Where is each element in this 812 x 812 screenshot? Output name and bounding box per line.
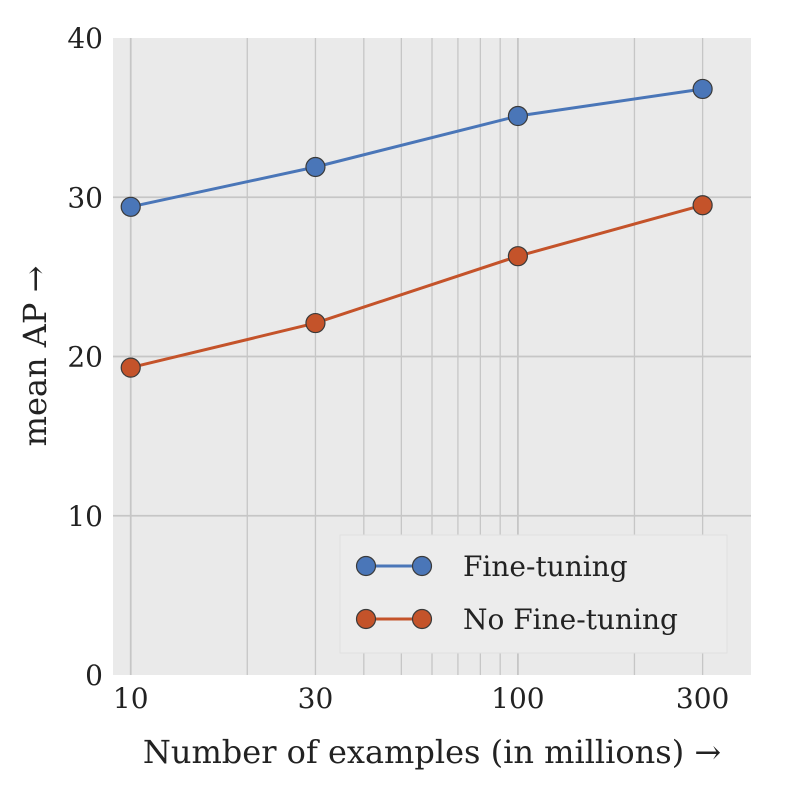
data-point — [305, 312, 326, 334]
y-axis-label: mean AP → — [16, 266, 54, 447]
legend-item-no-fine-tuning: No Fine-tuning — [355, 603, 678, 636]
series-line — [130, 203, 703, 370]
legend-item-fine-tuning: Fine-tuning — [355, 550, 628, 583]
x-tick-label: 10 — [113, 682, 149, 715]
y-tick-label: 40 — [67, 22, 103, 55]
legend-box — [339, 534, 728, 654]
data-point — [120, 196, 141, 217]
data-point — [120, 357, 141, 378]
legend: Fine-tuning No Fine-tuning — [339, 534, 728, 654]
legend-marker — [411, 555, 433, 577]
y-tick-label: 30 — [67, 181, 103, 214]
legend-marker — [355, 555, 377, 577]
series-line — [130, 87, 703, 209]
legend-label: Fine-tuning — [463, 550, 628, 583]
legend-label: No Fine-tuning — [463, 603, 678, 636]
data-point — [507, 246, 528, 267]
data-point — [507, 105, 528, 127]
x-tick-labels: 10 30 100 300 — [113, 682, 729, 715]
legend-marker — [355, 608, 377, 630]
data-point — [692, 78, 713, 100]
y-tick-label: 10 — [67, 500, 103, 533]
y-tick-labels: 0 10 20 30 40 — [67, 22, 103, 692]
x-tick-label: 300 — [676, 682, 729, 715]
x-tick-label: 30 — [298, 682, 334, 715]
data-point — [692, 195, 713, 216]
series-layer — [120, 78, 713, 378]
data-point — [305, 156, 326, 178]
legend-marker — [411, 608, 433, 630]
y-tick-label: 20 — [67, 341, 103, 374]
x-axis-label: Number of examples (in millions) → — [143, 733, 721, 771]
y-tick-label: 0 — [85, 659, 103, 692]
x-tick-label: 100 — [491, 682, 544, 715]
